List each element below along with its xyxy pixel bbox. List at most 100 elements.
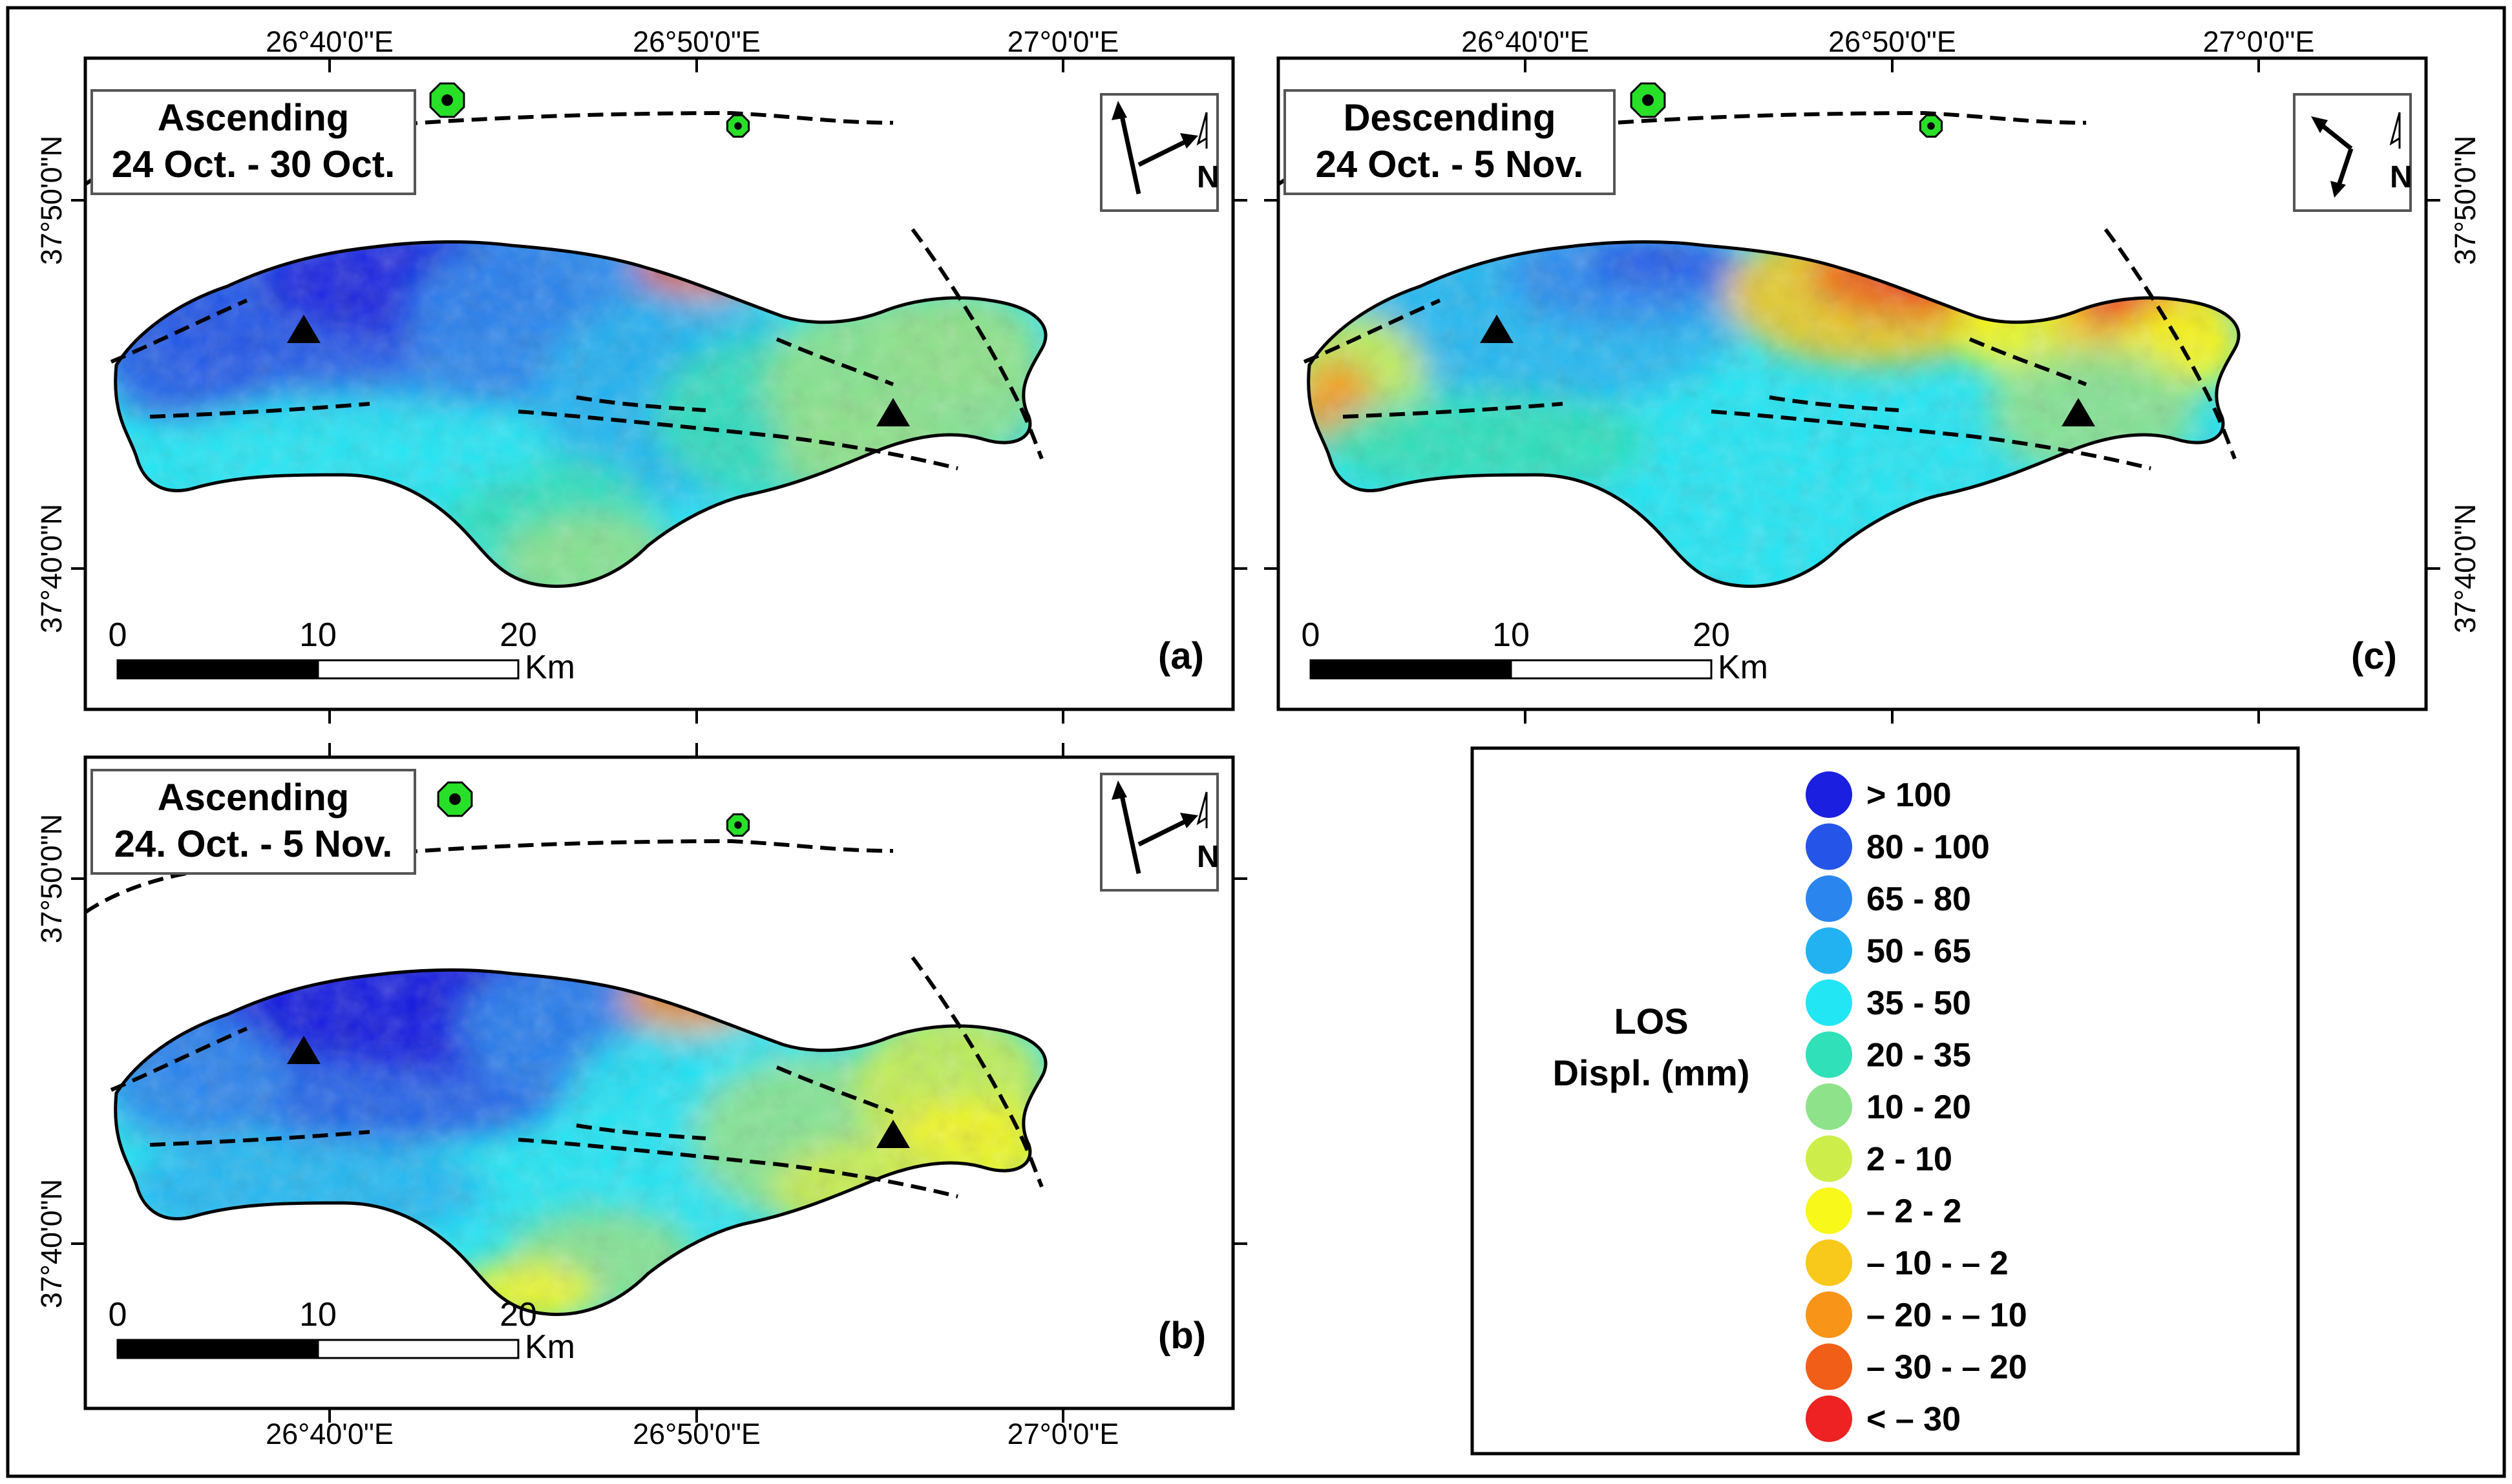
legend-item: 50 - 65 [1806,927,1971,974]
fault-line [518,410,958,470]
map-panel-a: Ascending 24 Oct. - 30 Oct. N 0 10 20 Km… [83,56,1235,711]
map-title-line2: 24. Oct. - 5 Nov. [114,823,393,865]
legend-label: 2 - 10 [1866,1141,1952,1178]
panel-label: (b) [1158,1315,1206,1357]
gnss-station-marker [876,398,910,426]
lon-label: 27°0'0"E [2203,25,2315,58]
lat-label: 37°50'0"N [35,814,68,943]
lat-label: 37°40'0"N [35,504,68,633]
legend-label: 10 - 20 [1866,1089,1971,1126]
fault-line [1769,395,1899,412]
seismic-station-marker [429,82,465,118]
legend-item: 20 - 35 [1806,1031,1971,1078]
gnss-stations [1480,315,2095,426]
legend-swatch [1806,979,1852,1026]
legend-label: 35 - 50 [1866,985,1971,1022]
map-title-line2: 24 Oct. - 5 Nov. [1316,143,1584,185]
legend-label: > 100 [1866,777,1952,814]
seismic-station-marker [726,114,750,138]
lon-label: 26°40'0"E [1461,25,1589,58]
north-arrow-box: N [2293,93,2412,212]
north-arrow-box: N [1100,93,1219,212]
fault-line [1711,410,2151,470]
legend-label: 65 - 80 [1866,881,1971,918]
map-title-box: Ascending 24. Oct. - 5 Nov. [90,769,416,875]
seismic-station-marker [1630,82,1666,118]
gnss-stations [287,315,910,426]
fault-line [84,839,894,914]
frame-tick-marks [71,58,2440,1423]
fault-line [110,298,248,364]
legend-swatch [1806,771,1852,818]
map-title-line1: Ascending [158,97,350,139]
legend-label: – 2 - 2 [1866,1193,1961,1230]
legend-item: – 2 - 2 [1806,1187,1961,1234]
fault-line [576,395,706,412]
legend-label: 20 - 35 [1866,1037,1971,1074]
legend-item: 10 - 20 [1806,1083,1971,1130]
legend-items: > 100 80 - 100 65 - 80 50 - 65 35 - 50 20 - 3… [1806,771,2027,1442]
displacement-raster [98,886,1068,1352]
legend-item: < – 30 [1806,1395,1961,1442]
seismic-station-marker [437,781,473,817]
legend-title-line1: LOS [1614,1001,1688,1041]
legend-item: > 100 [1806,771,1952,818]
gnss-station-marker [1480,315,1514,343]
lat-label: 37°40'0"N [35,1179,68,1308]
scale-bar: 0 10 20 Km [1302,616,1768,686]
fault-line [2104,228,2237,460]
scale-unit: Km [525,649,575,686]
legend-item: – 20 - – 10 [1806,1291,2027,1338]
panel-label: (a) [1158,635,1204,677]
north-letter: N [2390,160,2412,194]
legend-box: LOS Displ. (mm) > 100 80 - 100 65 - 80 50 -… [1470,746,2300,1456]
map-title-line1: Ascending [158,777,350,819]
scale-unit: Km [525,1328,575,1366]
legend-swatch [1806,1239,1852,1286]
fault-line [911,956,1044,1188]
map-title-line1: Descending [1344,97,1556,139]
seismic-station-marker [1919,114,1943,138]
scale-tick-10: 10 [299,1296,337,1333]
scale-tick-20: 20 [1693,616,1730,654]
legend-label: – 30 - – 20 [1866,1349,2027,1386]
seismic-stations [1630,82,1943,138]
fault-line [911,228,1044,460]
lon-label: 26°50'0"E [633,1417,761,1450]
legend-swatch [1806,875,1852,922]
lon-label: 26°40'0"E [266,1417,394,1450]
outer-frame [6,6,2506,1478]
legend-item: – 30 - – 20 [1806,1343,2027,1390]
fault-line [110,1027,248,1092]
gnss-station-marker [2062,398,2095,426]
seismic-stations [437,781,750,837]
scale-unit: Km [1718,649,1768,686]
legend-swatch [1806,1187,1852,1234]
scale-tick-20: 20 [500,1296,537,1333]
fault-line [518,1138,958,1198]
legend-item: 65 - 80 [1806,875,1971,922]
fault-line [1303,298,1441,364]
legend-swatch [1806,1291,1852,1338]
lat-label: 37°40'0"N [2449,504,2482,633]
seismic-stations [429,82,750,138]
gnss-stations [287,1036,910,1148]
scale-bar: 0 10 20 Km [109,1296,575,1366]
map-title-line2: 24 Oct. - 30 Oct. [112,143,395,185]
legend-swatch [1806,1395,1852,1442]
lon-label: 26°50'0"E [1828,25,1956,58]
lon-label: 27°0'0"E [1008,25,1119,58]
fault-line [149,1130,370,1147]
gnss-station-marker [287,1036,321,1064]
gnss-station-marker [876,1120,910,1148]
scale-tick-20: 20 [500,616,537,654]
legend-label: < – 30 [1866,1401,1961,1438]
north-arrow-box: N [1100,773,1219,892]
coordinate-labels: 26°40'0"E 26°50'0"E 27°0'0"E 26°40'0"E 2… [35,25,2482,1450]
fault-line [1342,402,1563,419]
map-panel-b: Ascending 24. Oct. - 5 Nov. N 0 10 20 Km… [83,755,1235,1410]
legend-swatch [1806,1031,1852,1078]
legend-swatch [1806,1083,1852,1130]
scale-tick-0: 0 [1302,616,1320,654]
